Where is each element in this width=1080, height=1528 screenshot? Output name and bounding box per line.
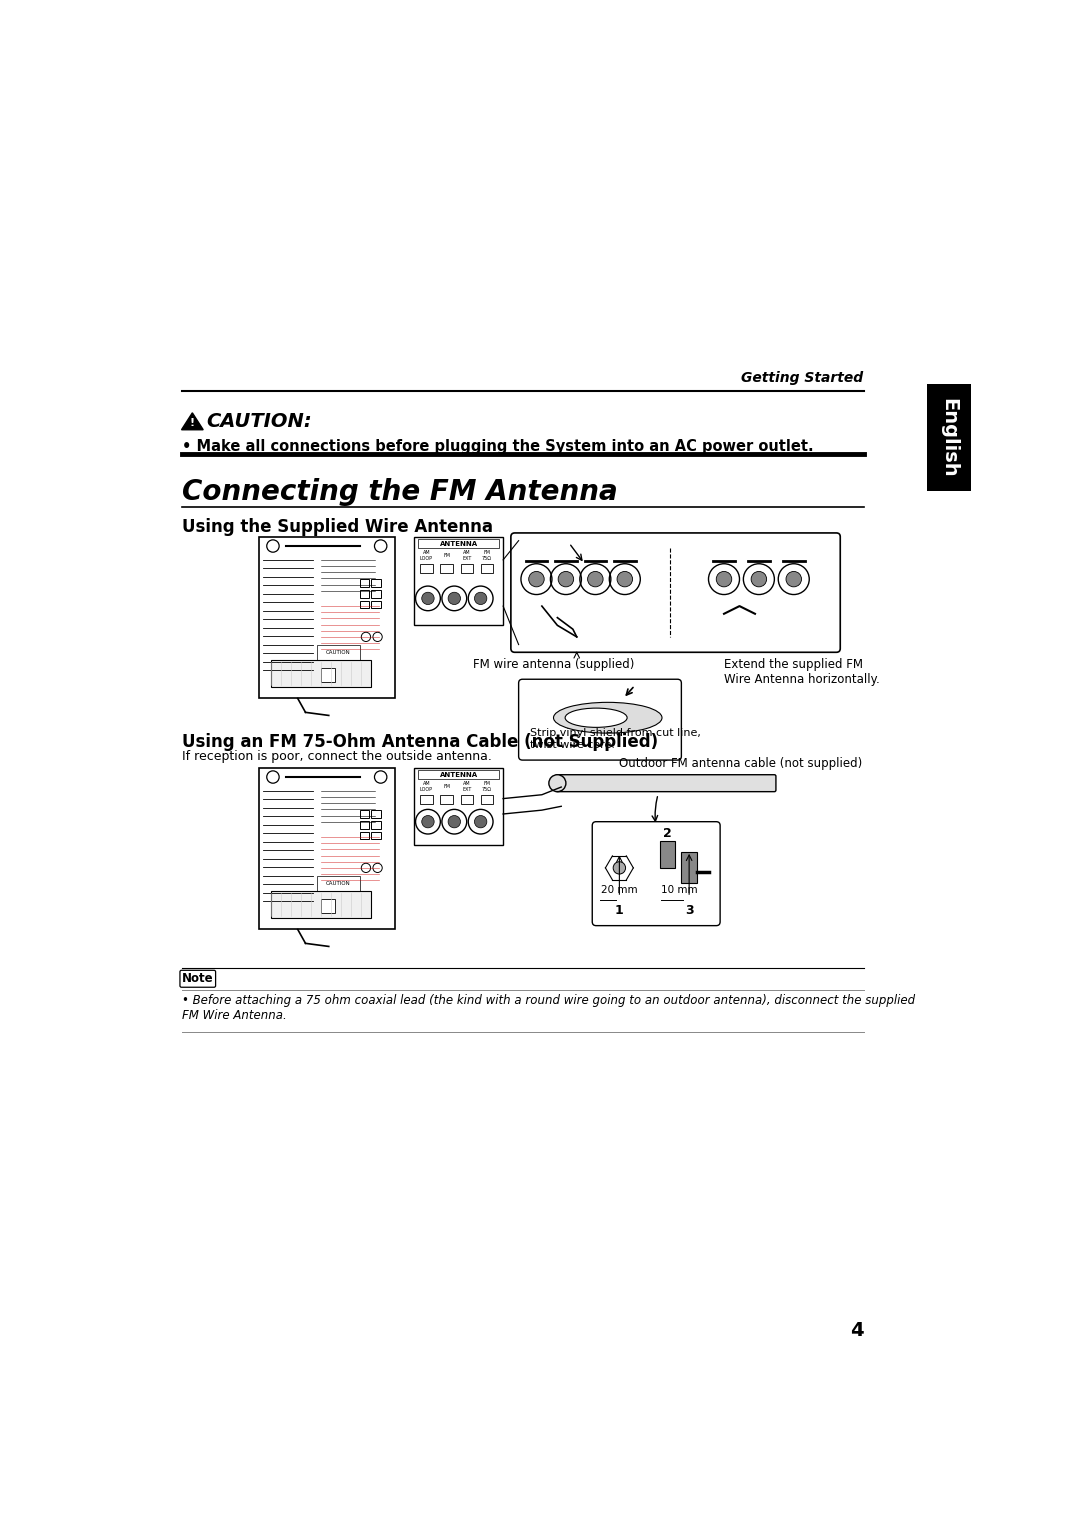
FancyBboxPatch shape: [271, 891, 372, 918]
Text: AM
LOOP: AM LOOP: [420, 781, 433, 792]
FancyBboxPatch shape: [460, 564, 473, 573]
Text: 4: 4: [850, 1322, 864, 1340]
FancyBboxPatch shape: [372, 810, 380, 817]
Text: ANTENNA: ANTENNA: [440, 541, 477, 547]
FancyBboxPatch shape: [360, 810, 369, 817]
Text: !: !: [190, 419, 194, 428]
FancyBboxPatch shape: [360, 590, 369, 597]
Text: FM
75Ω: FM 75Ω: [482, 781, 491, 792]
Circle shape: [751, 571, 767, 587]
Text: FM: FM: [443, 553, 450, 558]
FancyBboxPatch shape: [556, 775, 775, 792]
Text: 3: 3: [685, 903, 693, 917]
Text: English: English: [940, 397, 959, 477]
FancyBboxPatch shape: [418, 770, 499, 779]
Text: • Make all connections before plugging the System into an AC power outlet.: • Make all connections before plugging t…: [181, 439, 813, 454]
FancyBboxPatch shape: [418, 539, 499, 549]
FancyBboxPatch shape: [321, 668, 335, 681]
FancyBboxPatch shape: [360, 821, 369, 828]
Text: CAUTION:: CAUTION:: [206, 411, 312, 431]
Circle shape: [716, 571, 732, 587]
FancyBboxPatch shape: [481, 795, 494, 804]
Text: Using the Supplied Wire Antenna: Using the Supplied Wire Antenna: [181, 518, 492, 535]
FancyBboxPatch shape: [420, 795, 433, 804]
Text: Getting Started: Getting Started: [741, 371, 864, 385]
FancyBboxPatch shape: [414, 536, 503, 625]
Text: Connecting the FM Antenna: Connecting the FM Antenna: [181, 477, 618, 506]
Text: 1: 1: [615, 903, 624, 917]
Text: AM
EXT: AM EXT: [462, 550, 471, 561]
Text: Outdoor FM antenna cable (not supplied): Outdoor FM antenna cable (not supplied): [619, 756, 863, 770]
Text: Strip vinyl shield from cut line,
twist wire core.: Strip vinyl shield from cut line, twist …: [530, 729, 701, 750]
Text: AM
LOOP: AM LOOP: [420, 550, 433, 561]
FancyBboxPatch shape: [372, 579, 380, 587]
FancyBboxPatch shape: [681, 853, 697, 883]
Circle shape: [474, 593, 487, 605]
FancyBboxPatch shape: [360, 831, 369, 839]
FancyBboxPatch shape: [259, 536, 394, 698]
FancyBboxPatch shape: [441, 795, 453, 804]
FancyBboxPatch shape: [318, 876, 360, 891]
Text: If reception is poor, connect the outside antenna.: If reception is poor, connect the outsid…: [181, 750, 491, 762]
FancyBboxPatch shape: [441, 564, 453, 573]
Ellipse shape: [554, 703, 662, 733]
FancyBboxPatch shape: [927, 384, 971, 492]
Circle shape: [448, 593, 460, 605]
Text: CAUTION: CAUTION: [326, 649, 350, 656]
FancyBboxPatch shape: [180, 970, 216, 987]
Circle shape: [474, 816, 487, 828]
Circle shape: [422, 593, 434, 605]
Circle shape: [617, 571, 633, 587]
FancyBboxPatch shape: [360, 601, 369, 608]
Text: CAUTION: CAUTION: [326, 880, 350, 886]
FancyBboxPatch shape: [518, 680, 681, 759]
FancyBboxPatch shape: [481, 564, 494, 573]
Circle shape: [529, 571, 544, 587]
FancyBboxPatch shape: [592, 822, 720, 926]
FancyBboxPatch shape: [259, 767, 394, 929]
FancyBboxPatch shape: [511, 533, 840, 652]
Text: 2: 2: [663, 827, 672, 840]
FancyBboxPatch shape: [420, 564, 433, 573]
Circle shape: [588, 571, 603, 587]
Ellipse shape: [565, 707, 627, 727]
FancyBboxPatch shape: [372, 590, 380, 597]
Text: FM wire antenna (supplied): FM wire antenna (supplied): [473, 657, 634, 671]
Circle shape: [613, 862, 625, 874]
Text: • Before attaching a 75 ohm coaxial lead (the kind with a round wire going to an: • Before attaching a 75 ohm coaxial lead…: [181, 995, 915, 1022]
Circle shape: [422, 816, 434, 828]
Text: 10 mm: 10 mm: [661, 885, 698, 895]
FancyBboxPatch shape: [372, 821, 380, 828]
FancyBboxPatch shape: [460, 795, 473, 804]
FancyBboxPatch shape: [271, 660, 372, 688]
FancyBboxPatch shape: [660, 840, 675, 868]
FancyBboxPatch shape: [372, 601, 380, 608]
Text: ANTENNA: ANTENNA: [440, 772, 477, 778]
FancyBboxPatch shape: [372, 831, 380, 839]
Text: FM
75Ω: FM 75Ω: [482, 550, 491, 561]
Circle shape: [786, 571, 801, 587]
FancyBboxPatch shape: [321, 898, 335, 912]
Text: Using an FM 75-Ohm Antenna Cable (not Supplied): Using an FM 75-Ohm Antenna Cable (not Su…: [181, 733, 658, 752]
Text: FM: FM: [443, 784, 450, 788]
Text: Note: Note: [181, 972, 214, 986]
Circle shape: [549, 775, 566, 792]
FancyBboxPatch shape: [360, 579, 369, 587]
Text: AM
EXT: AM EXT: [462, 781, 471, 792]
FancyBboxPatch shape: [414, 767, 503, 845]
Polygon shape: [181, 413, 203, 429]
Circle shape: [448, 816, 460, 828]
Text: 20 mm: 20 mm: [602, 885, 637, 895]
FancyBboxPatch shape: [318, 645, 360, 660]
Text: Extend the supplied FM
Wire Antenna horizontally.: Extend the supplied FM Wire Antenna hori…: [724, 657, 880, 686]
Circle shape: [558, 571, 573, 587]
